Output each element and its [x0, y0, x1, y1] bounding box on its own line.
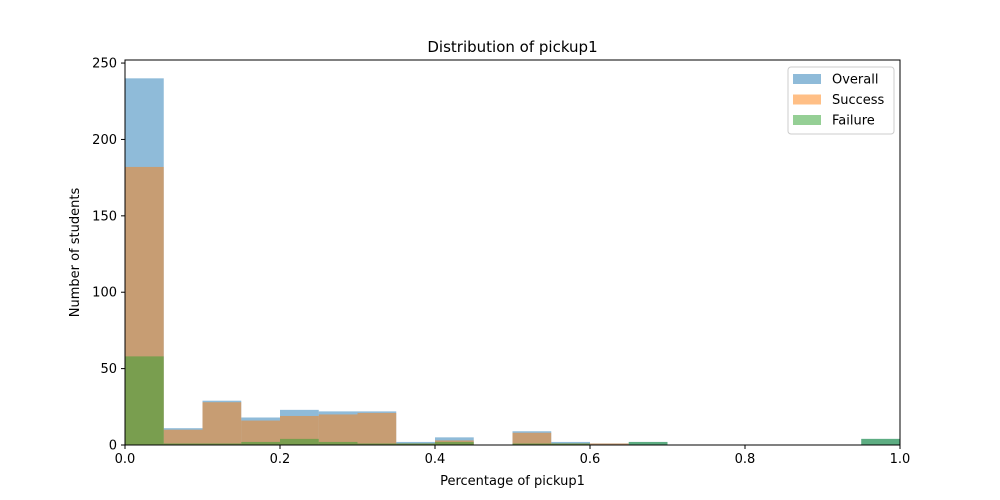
success-bar — [512, 432, 552, 445]
x-axis-ticks: 0.0 0.2 0.4 0.6 0.8 1.0 — [115, 445, 911, 467]
x-tick-label: 0.6 — [580, 452, 601, 467]
failure-bar — [551, 443, 590, 445]
y-tick-label: 100 — [92, 286, 117, 301]
y-axis-label: Number of students — [68, 188, 83, 318]
chart-title: Distribution of pickup1 — [427, 38, 597, 56]
x-tick-label: 0.2 — [270, 452, 291, 467]
legend-swatch-failure — [793, 115, 821, 125]
success-bar — [202, 402, 242, 445]
failure-bar — [125, 356, 164, 445]
legend-swatch-overall — [793, 74, 821, 84]
x-tick-label: 0.0 — [115, 452, 136, 467]
failure-bar — [280, 438, 319, 445]
failure-bar — [628, 441, 668, 445]
y-tick-label: 50 — [100, 362, 117, 377]
failure-bar — [861, 438, 900, 445]
y-tick-label: 200 — [92, 133, 117, 148]
x-tick-label: 1.0 — [890, 452, 911, 467]
y-tick-label: 0 — [109, 439, 117, 454]
failure-bar — [318, 441, 358, 445]
success-bar — [318, 414, 358, 445]
y-tick-label: 250 — [92, 57, 117, 72]
success-bar — [163, 429, 203, 445]
x-tick-label: 0.4 — [425, 452, 446, 467]
legend: Overall Success Failure — [787, 66, 895, 135]
success-bar — [590, 443, 629, 445]
failure-bar — [202, 443, 242, 445]
legend-label-overall: Overall — [832, 73, 878, 88]
axes-frame — [124, 59, 901, 446]
y-axis-ticks: 0 50 100 150 200 250 — [92, 57, 125, 454]
failure-bar — [357, 443, 397, 445]
x-tick-label: 0.8 — [735, 452, 756, 467]
failure-bar — [435, 441, 474, 445]
legend-label-failure: Failure — [832, 114, 875, 129]
y-tick-label: 150 — [92, 209, 117, 224]
failure-bar — [512, 443, 552, 445]
x-axis-label: Percentage of pickup1 — [440, 474, 585, 489]
failure-bar — [241, 441, 280, 445]
failure-bar — [396, 443, 435, 445]
legend-swatch-success — [793, 94, 821, 105]
bars-layer — [125, 78, 900, 445]
success-bar — [357, 412, 397, 445]
legend-label-success: Success — [832, 93, 885, 108]
success-bar — [241, 420, 280, 445]
failure-bar — [163, 443, 203, 445]
